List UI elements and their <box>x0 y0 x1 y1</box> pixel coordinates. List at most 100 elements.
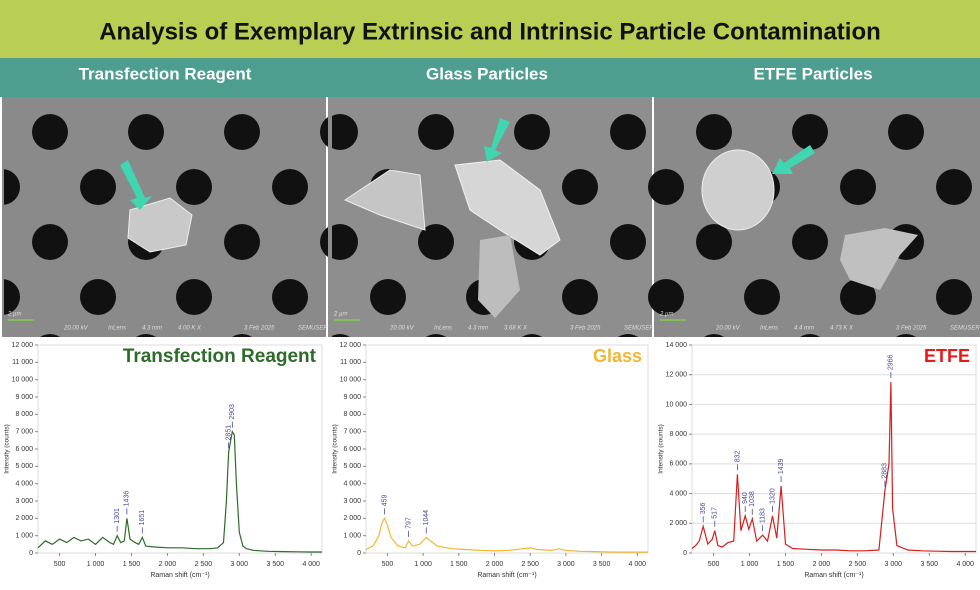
y-axis-label: Intensity (counts) <box>658 424 665 474</box>
y-tick-label: 10 000 <box>666 401 688 408</box>
peak-label: 832 <box>734 450 741 462</box>
spectrum-line <box>365 516 648 553</box>
y-axis-label: Intensity (counts) <box>4 424 11 474</box>
spectrum-line <box>691 382 976 553</box>
plot-area <box>365 344 649 554</box>
y-tick-label: 4 000 <box>343 481 361 488</box>
x-tick-label: 1 000 <box>741 561 759 568</box>
x-tick-label: 500 <box>382 561 394 568</box>
chart: 0 2 000 4 000 6 000 8 000 10 000 12 000 14 000 5… <box>658 342 977 579</box>
header-band <box>0 58 980 97</box>
peak-label: 1038 <box>749 491 756 507</box>
y-tick-label: 7 000 <box>15 429 33 436</box>
y-tick-label: 0 <box>683 550 687 557</box>
x-tick-label: 2 000 <box>813 561 831 568</box>
sem-meta: InLens <box>760 326 778 332</box>
peak-label: 2851 <box>225 425 232 441</box>
x-tick-label: 2 000 <box>159 561 177 568</box>
chart: 0 1 000 2 000 3 000 4 000 5 000 6 000 7 000 8 00… <box>332 342 649 579</box>
x-tick-label: 500 <box>54 561 66 568</box>
sem-meta: 4.3 mm <box>468 326 488 332</box>
chart: 0 1 000 2 000 3 000 4 000 5 000 6 000 7 000 8 00… <box>4 342 323 579</box>
y-tick-label: 2 000 <box>669 520 687 527</box>
scale-bar-label: 2 µm <box>659 312 673 318</box>
x-tick-label: 3 500 <box>921 561 939 568</box>
x-tick-label: 4 000 <box>302 561 320 568</box>
chart-title: Transfection Reagent <box>123 346 317 367</box>
x-tick-label: 2 000 <box>486 561 504 568</box>
y-tick-label: 12 000 <box>340 342 362 349</box>
y-tick-label: 14 000 <box>666 342 688 349</box>
y-tick-label: 6 000 <box>343 446 361 453</box>
sem-meta: 3 Feb 2025 <box>570 326 601 332</box>
x-tick-label: 1 000 <box>87 561 105 568</box>
x-tick-label: 3 000 <box>231 561 249 568</box>
y-tick-label: 4 000 <box>669 490 687 497</box>
y-tick-label: 8 000 <box>15 411 33 418</box>
sem-meta: 4.4 mm <box>794 326 814 332</box>
y-axis-label: Intensity (counts) <box>332 424 339 474</box>
y-tick-label: 5 000 <box>343 463 361 470</box>
y-tick-label: 10 000 <box>340 377 362 384</box>
x-tick-label: 1 000 <box>414 561 432 568</box>
x-tick-label: 3 000 <box>557 561 575 568</box>
y-tick-label: 3 000 <box>343 498 361 505</box>
x-tick-label: 2 500 <box>195 561 213 568</box>
plot-area <box>691 344 977 554</box>
x-axis-label: Raman shift (cm⁻¹) <box>804 572 863 579</box>
sem-meta: InLens <box>434 326 452 332</box>
y-tick-label: 8 000 <box>669 431 687 438</box>
sem-meta: SEMUSER <box>624 326 654 332</box>
y-tick-label: 7 000 <box>343 429 361 436</box>
spectrum-line <box>37 430 322 553</box>
column-header: Glass Particles <box>426 64 548 83</box>
y-tick-label: 9 000 <box>15 394 33 401</box>
y-tick-label: 10 000 <box>12 377 34 384</box>
y-tick-label: 9 000 <box>343 394 361 401</box>
x-tick-label: 500 <box>708 561 720 568</box>
sem-meta: 20.00 kV <box>63 326 89 332</box>
x-tick-label: 2 500 <box>521 561 539 568</box>
sem-meta: 3 Feb 2025 <box>244 326 275 332</box>
peak-label: 2903 <box>229 404 236 420</box>
peak-label: 517 <box>712 507 719 519</box>
y-tick-label: 0 <box>357 550 361 557</box>
sem-meta: 3 Feb 2025 <box>896 326 927 332</box>
y-tick-label: 1 000 <box>15 533 33 540</box>
y-tick-label: 12 000 <box>12 342 34 349</box>
sem-image <box>2 97 328 338</box>
y-tick-label: 6 000 <box>15 446 33 453</box>
y-tick-label: 11 000 <box>340 359 361 366</box>
peak-label: 356 <box>700 502 707 514</box>
y-tick-label: 8 000 <box>343 411 361 418</box>
sem-meta: SEMUSER <box>950 326 980 332</box>
peak-label: 459 <box>381 495 388 507</box>
x-tick-label: 2 500 <box>849 561 867 568</box>
figure-title: Analysis of Exemplary Extrinsic and Intr… <box>99 18 881 45</box>
sem-meta: 4.00 K X <box>178 326 202 332</box>
sem-meta: 4.3 mm <box>142 326 162 332</box>
x-tick-label: 1 500 <box>123 561 141 568</box>
x-tick-label: 3 000 <box>885 561 903 568</box>
scale-bar-label: 2 µm <box>333 312 347 318</box>
chart-title: ETFE <box>924 346 970 366</box>
x-axis-label: Raman shift (cm⁻¹) <box>477 572 536 579</box>
x-axis-label: Raman shift (cm⁻¹) <box>150 572 209 579</box>
sem-image <box>328 97 656 338</box>
x-tick-label: 3 500 <box>267 561 285 568</box>
x-tick-label: 4 000 <box>956 561 974 568</box>
sem-image <box>648 97 980 338</box>
sem-meta: SEMUSER <box>298 326 328 332</box>
sem-meta: 4.73 K X <box>830 326 854 332</box>
peak-label: 1651 <box>139 510 146 526</box>
y-tick-label: 2 000 <box>15 515 33 522</box>
sem-meta: InLens <box>108 326 126 332</box>
y-tick-label: 11 000 <box>12 359 33 366</box>
title-band <box>0 0 980 58</box>
y-tick-label: 0 <box>29 550 33 557</box>
peak-label: 2883 <box>882 463 889 479</box>
column-header: ETFE Particles <box>753 64 872 83</box>
sem-meta: 20.00 kV <box>715 326 741 332</box>
